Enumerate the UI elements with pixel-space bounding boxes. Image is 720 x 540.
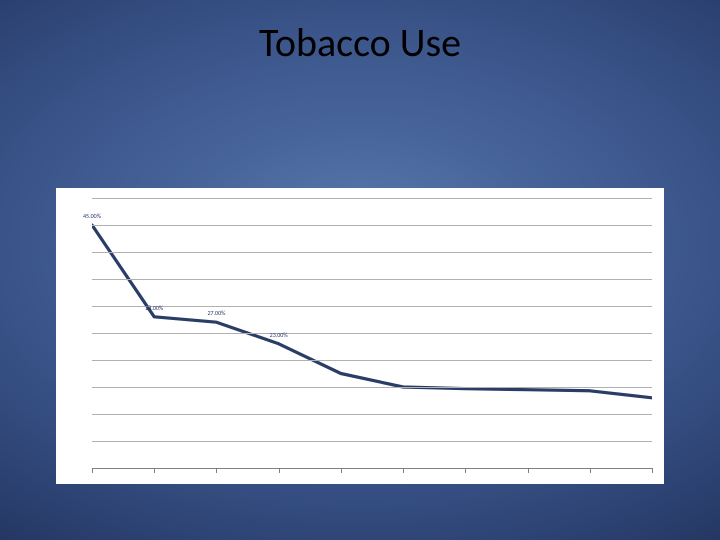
x-tick [590, 468, 591, 473]
grid-line [92, 414, 652, 415]
grid-line [92, 225, 652, 226]
slide-background: Tobacco Use 45.00% 28.00% 27.00% 23.00% [0, 0, 720, 540]
grid-line [92, 198, 652, 199]
data-label: 28.00% [145, 304, 163, 312]
grid-line [92, 360, 652, 361]
x-tick [652, 468, 653, 473]
data-label: 23.00% [270, 331, 288, 339]
x-tick [403, 468, 404, 473]
chart-panel: 45.00% 28.00% 27.00% 23.00% [56, 188, 664, 484]
x-tick [92, 468, 93, 473]
x-tick [465, 468, 466, 473]
grid-line [92, 306, 652, 307]
grid-line [92, 252, 652, 253]
x-tick [216, 468, 217, 473]
plot-area: 45.00%28.00%27.00%23.00% [92, 198, 652, 468]
grid-line [92, 468, 652, 469]
grid-line [92, 333, 652, 334]
x-tick [279, 468, 280, 473]
series-path [92, 225, 652, 398]
x-tick [154, 468, 155, 473]
x-tick [341, 468, 342, 473]
data-label: 27.00% [207, 309, 225, 317]
grid-line [92, 279, 652, 280]
grid-line [92, 387, 652, 388]
data-label: 45.00% [83, 212, 101, 220]
page-title: Tobacco Use [0, 18, 720, 67]
grid-line [92, 441, 652, 442]
x-tick [528, 468, 529, 473]
